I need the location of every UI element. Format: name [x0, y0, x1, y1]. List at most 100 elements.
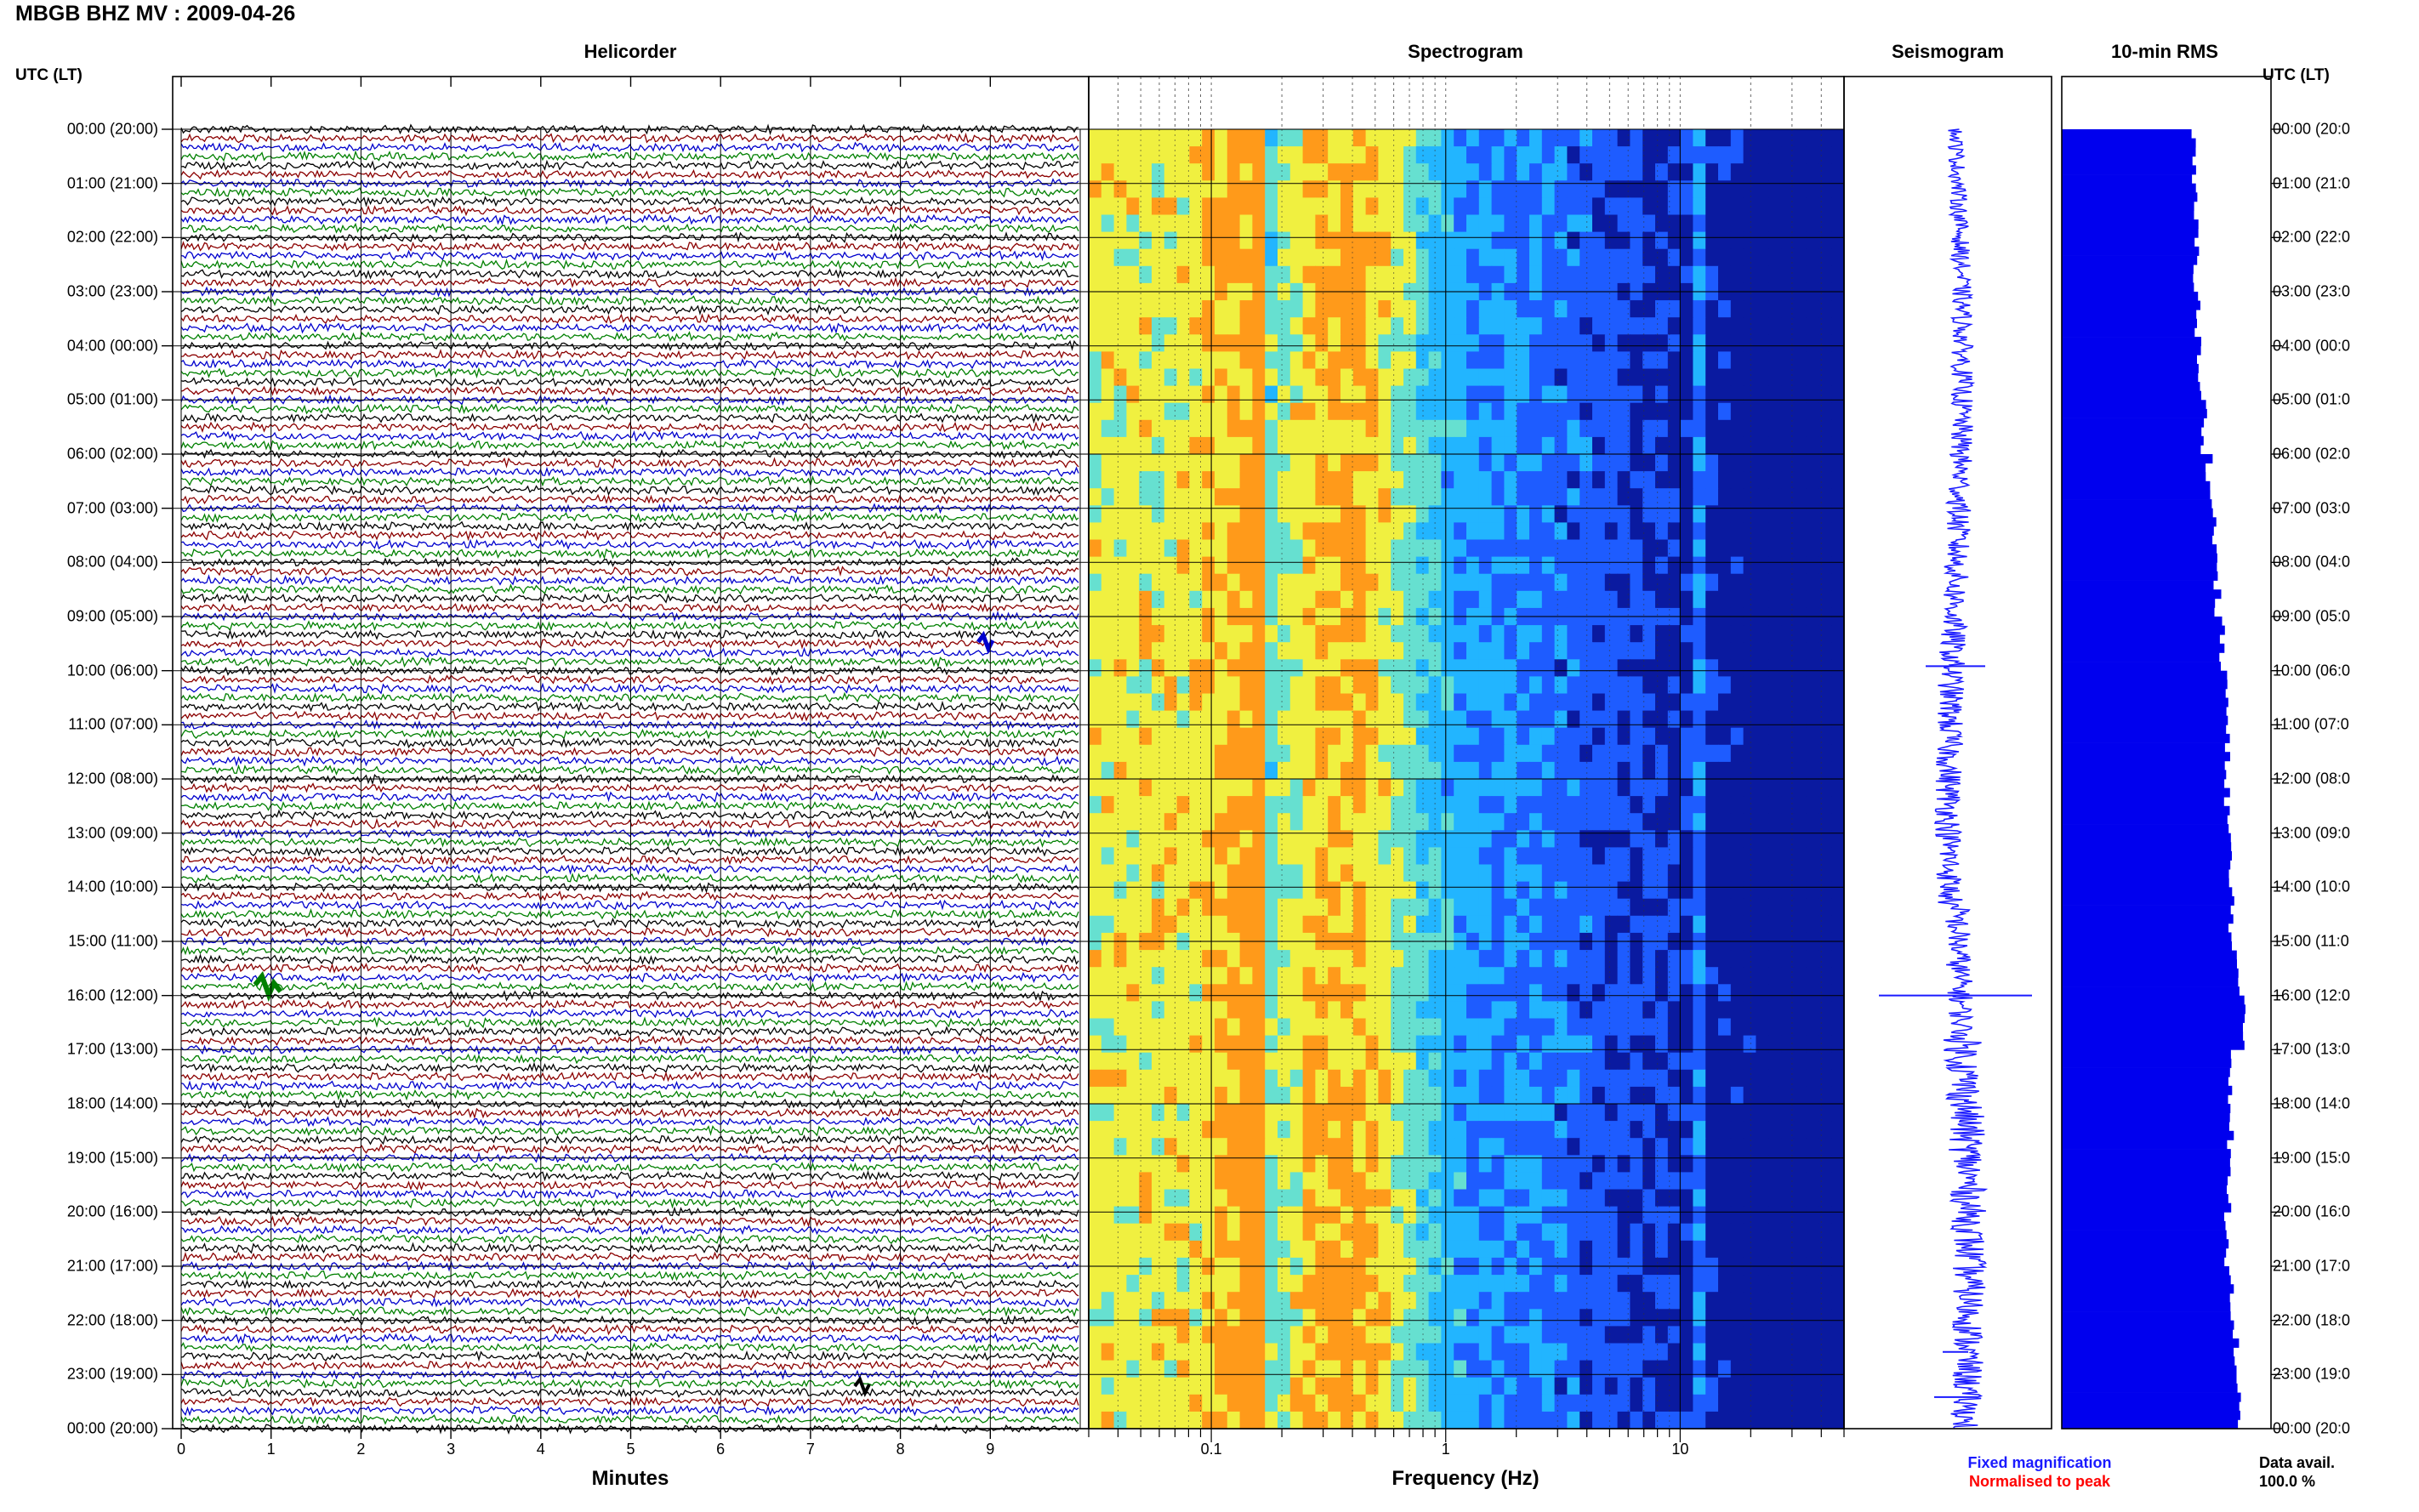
spectrogram-cell: [1289, 1360, 1304, 1378]
spectrogram-cell: [1202, 265, 1215, 284]
spectrogram-cell: [1831, 796, 1845, 814]
spectrogram-cell: [1113, 454, 1127, 472]
spectrogram-cell: [1089, 1377, 1102, 1395]
spectrogram-cell: [1415, 505, 1430, 523]
spectrogram-cell: [1831, 625, 1845, 643]
spectrogram-cell: [1340, 1104, 1354, 1122]
spectrogram-cell: [1289, 1223, 1304, 1242]
spectrogram-cell: [1352, 197, 1367, 216]
spectrogram-cell: [1089, 881, 1102, 900]
spectrogram-cell: [1529, 915, 1543, 934]
helicorder-trace: [180, 529, 1079, 542]
spectrogram-cell: [1478, 334, 1493, 352]
spectrogram-cell: [1278, 864, 1291, 883]
spectrogram-cell: [1113, 847, 1127, 866]
spectrogram-cell: [1391, 950, 1404, 968]
spectrogram-cell: [1781, 488, 1795, 506]
spectrogram-cell: [1655, 180, 1669, 198]
spectrogram-cell: [1176, 881, 1190, 900]
spectrogram-cell: [1768, 419, 1782, 438]
spectrogram-cell: [1579, 454, 1593, 472]
spectrogram-cell: [1352, 402, 1367, 421]
spectrogram-cell: [1478, 402, 1493, 421]
spectrogram-cell: [1164, 1223, 1178, 1242]
spectrogram-cell: [1089, 967, 1102, 985]
spectrogram-cell: [1239, 881, 1253, 900]
helicorder-trace: [180, 1305, 1079, 1317]
spectrogram-cell: [1391, 1411, 1404, 1430]
spectrogram-cell: [1831, 454, 1845, 472]
spectrogram-cell: [1378, 710, 1392, 729]
spectrogram-cell: [1176, 1172, 1190, 1191]
spectrogram-cell: [1604, 1240, 1619, 1259]
spectrogram-cell: [1466, 915, 1480, 934]
spectrogram-cell: [1491, 659, 1505, 677]
spectrogram-cell: [1642, 1394, 1656, 1413]
spectrogram-cell: [1819, 1086, 1832, 1105]
spectrogram-cell: [1139, 864, 1153, 883]
spectrogram-cell: [1227, 317, 1241, 335]
spectrogram-cell: [1655, 146, 1669, 164]
spectrogram-cell: [1693, 265, 1706, 284]
spectrogram-cell: [1415, 129, 1430, 147]
helicorder-trace: [180, 755, 1079, 767]
spectrogram-cell: [1567, 984, 1580, 1002]
rms-bar: [2062, 282, 2194, 293]
spectrogram-cell: [1227, 334, 1241, 352]
spectrogram-cell: [1466, 1326, 1480, 1344]
spectrogram-cell: [1139, 1326, 1153, 1344]
spectrogram-cell: [1139, 573, 1153, 592]
helicorder-trace: [180, 1008, 1079, 1020]
spectrogram-cell: [1089, 471, 1102, 489]
spectrogram-cell: [1441, 334, 1454, 352]
rms-bar: [2062, 1220, 2226, 1231]
spectrogram-cell: [1529, 419, 1543, 438]
spectrogram-cell: [1478, 984, 1493, 1002]
spectrogram-cell: [1541, 402, 1556, 421]
spectrogram-cell: [1541, 779, 1556, 797]
spectrogram-cell: [1630, 488, 1643, 506]
spectrogram-cell: [1089, 505, 1102, 523]
spectrogram-cell: [1680, 1309, 1693, 1327]
spectrogram-cell: [1655, 1377, 1669, 1395]
spectrogram-cell: [1113, 419, 1127, 438]
helicorder-trace: [180, 150, 1079, 162]
spectrogram-cell: [1403, 1309, 1417, 1327]
spectrogram-cell: [1152, 1326, 1165, 1344]
rms-bar: [2062, 129, 2192, 139]
spectrogram-cell: [1101, 1411, 1115, 1430]
spectrogram-cell: [1768, 1223, 1782, 1242]
spectrogram-cell: [1328, 813, 1341, 831]
spectrogram-cell: [1378, 984, 1392, 1002]
spectrogram-cell: [1705, 505, 1719, 523]
spectrogram-cell: [1693, 590, 1706, 609]
spectrogram-cell: [1315, 385, 1329, 404]
spectrogram-cell: [1164, 1172, 1178, 1191]
spectrogram-cell: [1441, 265, 1454, 284]
rms-bar: [2062, 833, 2231, 843]
spectrogram-cell: [1126, 1155, 1140, 1173]
spectrogram-cell: [1667, 334, 1682, 352]
spectrogram-cell: [1391, 727, 1404, 746]
spectrogram-cell: [1667, 1275, 1682, 1293]
spectrogram-cell: [1579, 744, 1593, 763]
spectrogram-cell: [1328, 471, 1341, 489]
spectrogram-cell: [1202, 642, 1215, 660]
spectrogram-cell: [1340, 471, 1354, 489]
spectrogram-cell: [1101, 761, 1115, 780]
spectrogram-cell: [1478, 522, 1493, 541]
spectrogram-cell: [1227, 1394, 1241, 1413]
spectrogram-cell: [1239, 1001, 1253, 1020]
spectrogram-cell: [1239, 522, 1253, 541]
spectrogram-cell: [1215, 676, 1228, 695]
spectrogram-cell: [1089, 1018, 1102, 1037]
spectrogram-cell: [1202, 967, 1215, 985]
spectrogram-cell: [1617, 556, 1631, 575]
spectrogram-cell: [1278, 779, 1291, 797]
spectrogram-cell: [1202, 573, 1215, 592]
spectrogram-cell: [1302, 539, 1316, 558]
spectrogram-cell: [1806, 642, 1819, 660]
helicorder-trace: [180, 971, 1079, 984]
spectrogram-cell: [1378, 915, 1392, 934]
spectrogram-cell: [1265, 385, 1278, 404]
